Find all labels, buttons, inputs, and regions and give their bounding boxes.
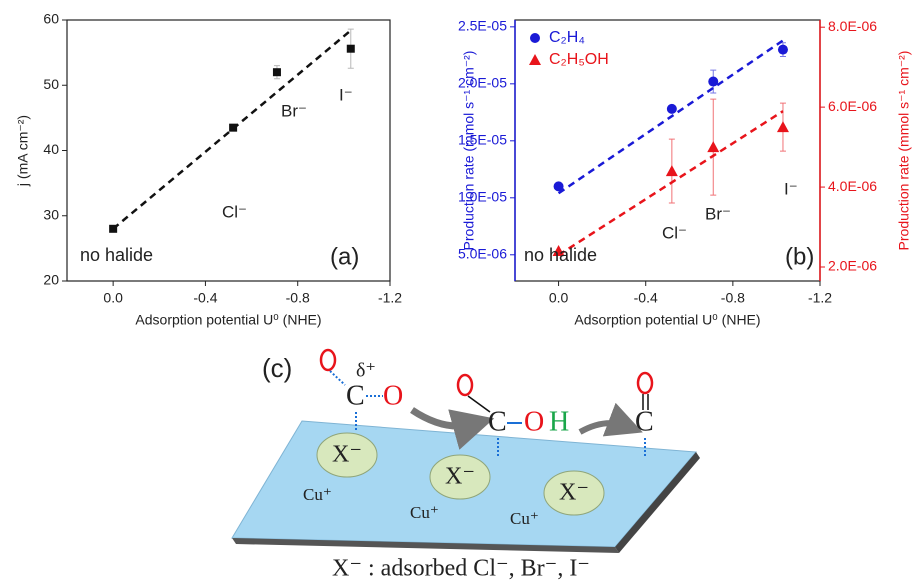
annotation: (a) xyxy=(330,243,359,270)
halide-label: X⁻ xyxy=(445,464,475,490)
marker xyxy=(109,225,117,233)
y-tick-label: 40 xyxy=(43,141,59,157)
arrow xyxy=(580,423,626,432)
marker xyxy=(707,141,719,152)
legend-label: C₂H₅OH xyxy=(549,51,609,68)
copper-label: Cu⁺ xyxy=(510,509,539,528)
annotation: Br⁻ xyxy=(281,101,307,120)
marker xyxy=(777,121,789,132)
y-tick-label: 50 xyxy=(43,76,59,92)
x-tick-label: -1.2 xyxy=(808,290,832,306)
annotation: Cl⁻ xyxy=(662,223,687,242)
x-axis-title: Adsorption potential U⁰ (NHE) xyxy=(135,312,321,328)
atom: C xyxy=(635,406,654,437)
atom: C xyxy=(488,406,507,437)
y2-tick-label: 2.0E-06 xyxy=(828,258,877,274)
annotation: no halide xyxy=(80,245,153,265)
oxygen-ring xyxy=(638,373,652,393)
annotation: no halide xyxy=(524,245,597,265)
y2-tick-label: 6.0E-06 xyxy=(828,98,877,114)
x-axis-title: Adsorption potential U⁰ (NHE) xyxy=(574,312,760,328)
annotation: I⁻ xyxy=(339,85,353,104)
x-tick-label: 0.0 xyxy=(549,290,569,306)
bond xyxy=(468,396,490,412)
copper-label: Cu⁺ xyxy=(410,503,439,522)
panel-label: (c) xyxy=(262,353,292,383)
y-tick-label: 60 xyxy=(43,11,59,27)
x-tick-label: -0.4 xyxy=(193,290,217,306)
charge: δ⁺ xyxy=(356,360,376,382)
y2-tick-label: 8.0E-06 xyxy=(828,18,877,34)
atom: C xyxy=(346,380,365,411)
marker xyxy=(554,181,564,191)
marker xyxy=(778,45,788,55)
x-tick-label: -1.2 xyxy=(378,290,402,306)
oxygen-ring xyxy=(458,375,472,395)
annotation: Br⁻ xyxy=(705,204,731,223)
y2-axis-title: Production rate (mmol s⁻¹ cm⁻²) xyxy=(896,51,912,251)
marker xyxy=(667,104,677,114)
arrow xyxy=(412,410,474,426)
atom: O xyxy=(524,406,544,437)
atom: H xyxy=(549,406,569,437)
legend-label: C₂H₄ xyxy=(549,29,585,46)
x-tick-label: -0.8 xyxy=(286,290,310,306)
halide-label: X⁻ xyxy=(332,442,362,468)
annotation: Cl⁻ xyxy=(222,202,247,221)
y-tick-label: 30 xyxy=(43,206,59,222)
oxygen-ring xyxy=(321,350,335,370)
annotation: (b) xyxy=(785,243,814,270)
copper-label: Cu⁺ xyxy=(303,485,332,504)
legend-marker xyxy=(529,54,541,65)
legend-marker xyxy=(530,33,540,43)
atom: O xyxy=(383,380,403,411)
marker xyxy=(708,77,718,87)
marker xyxy=(273,68,281,76)
annotation: I⁻ xyxy=(784,179,798,198)
marker xyxy=(229,124,237,132)
x-tick-label: -0.4 xyxy=(634,290,658,306)
x-tick-label: 0.0 xyxy=(103,290,123,306)
y-axis-title: j (mA cm⁻²) xyxy=(15,115,31,187)
bond xyxy=(330,371,345,385)
x-tick-label: -0.8 xyxy=(721,290,745,306)
marker xyxy=(347,45,355,53)
marker xyxy=(666,165,678,176)
figure: (c) X⁻ X⁻ X⁻ Cu⁺ Cu⁺ Cu⁺ C δ⁺ O C O H xyxy=(0,0,923,584)
halide-label: X⁻ xyxy=(559,480,589,506)
y2-tick-label: 4.0E-06 xyxy=(828,178,877,194)
y-tick-label: 20 xyxy=(43,272,59,288)
plot-frame xyxy=(67,20,390,281)
caption: X⁻ : adsorbed Cl⁻, Br⁻, I⁻ xyxy=(332,556,590,582)
y-axis-title: Production rate (mmol s⁻¹ cm⁻²) xyxy=(461,51,477,251)
diagram: (c) X⁻ X⁻ X⁻ Cu⁺ Cu⁺ Cu⁺ C δ⁺ O C O H xyxy=(232,350,700,582)
y-tick-label: 2.5E-05 xyxy=(458,18,507,34)
